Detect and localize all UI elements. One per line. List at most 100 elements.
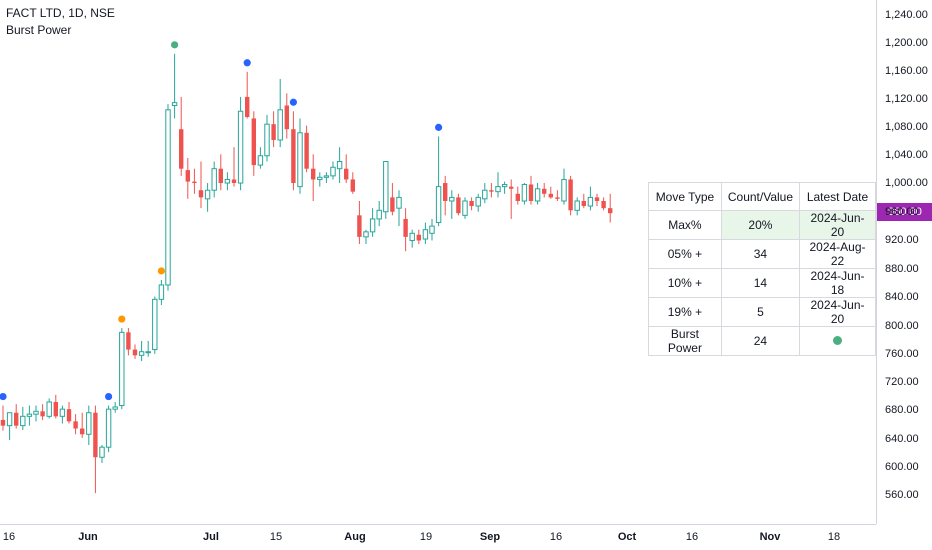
candle-body bbox=[145, 351, 151, 354]
candle-body bbox=[568, 179, 573, 211]
indicator-title[interactable]: Burst Power bbox=[6, 23, 72, 37]
row-date: 2024-Jun-20 bbox=[799, 297, 876, 327]
candle-body bbox=[330, 166, 336, 177]
time-tick-label: 19 bbox=[419, 531, 433, 543]
row-value: 34 bbox=[720, 239, 801, 269]
candle bbox=[132, 344, 138, 359]
price-tick-label: 1,080.00 bbox=[885, 121, 928, 133]
candle-body bbox=[291, 129, 296, 184]
row-date: 2024-Aug-22 bbox=[799, 239, 876, 269]
candle bbox=[66, 401, 72, 424]
candle-body bbox=[105, 408, 112, 448]
candle bbox=[20, 406, 26, 430]
time-scale[interactable]: 16 Jun Jul 15 Aug 19 Sep 16 Oct 16 Nov 18 bbox=[0, 524, 876, 550]
candle bbox=[528, 175, 534, 205]
candle-body bbox=[119, 331, 125, 407]
last-price-label: 960.80 bbox=[877, 203, 932, 221]
candle bbox=[363, 229, 369, 245]
candle-body bbox=[165, 109, 171, 286]
candle-body bbox=[192, 181, 197, 184]
candle-body bbox=[185, 170, 190, 182]
price-tick-label: 680.00 bbox=[885, 404, 919, 416]
candle bbox=[489, 183, 494, 198]
candle-body bbox=[369, 218, 376, 233]
candle bbox=[99, 445, 105, 463]
candle-body bbox=[435, 186, 442, 224]
candle bbox=[357, 200, 362, 245]
candle bbox=[403, 208, 408, 252]
candle-body bbox=[284, 105, 289, 130]
time-tick-label: Jul bbox=[203, 531, 219, 543]
candle bbox=[482, 183, 488, 204]
candle-body bbox=[6, 412, 13, 427]
candle-body bbox=[297, 132, 303, 188]
candle bbox=[165, 104, 171, 291]
candle-body bbox=[555, 197, 560, 199]
candle bbox=[561, 168, 567, 205]
candle bbox=[204, 183, 211, 212]
candle bbox=[93, 405, 98, 494]
status-dot-icon bbox=[833, 336, 842, 345]
candle bbox=[330, 161, 336, 180]
candle bbox=[495, 172, 501, 198]
candle-body bbox=[601, 200, 606, 209]
header-count-value: Count/Value bbox=[720, 182, 801, 211]
candle bbox=[158, 279, 165, 306]
candle-body bbox=[171, 102, 178, 107]
candle-body bbox=[561, 178, 567, 202]
candle bbox=[568, 175, 573, 216]
candle-body bbox=[59, 408, 66, 417]
candle bbox=[383, 161, 389, 219]
candle-body bbox=[462, 200, 468, 216]
candle-body bbox=[237, 110, 244, 184]
candle-body bbox=[40, 411, 45, 417]
signal-marker-blue bbox=[243, 59, 251, 67]
candle bbox=[323, 172, 330, 184]
candle-body bbox=[501, 183, 508, 188]
candle bbox=[53, 394, 58, 419]
time-tick-label: Oct bbox=[617, 531, 637, 543]
candle-body bbox=[46, 401, 52, 417]
time-tick-label: Nov bbox=[759, 531, 781, 543]
candle bbox=[264, 114, 270, 162]
row-label: 10% + bbox=[648, 268, 722, 298]
chart-legend: FACT LTD, 1D, NSE Burst Power bbox=[6, 5, 115, 39]
candle bbox=[515, 186, 520, 205]
candle bbox=[509, 179, 514, 219]
price-tick-label: 1,160.00 bbox=[885, 65, 928, 77]
header-latest-date: Latest Date bbox=[799, 182, 876, 211]
candle-body bbox=[311, 168, 316, 180]
price-tick-label: 640.00 bbox=[885, 433, 919, 445]
row-value: 5 bbox=[720, 297, 801, 327]
price-scale[interactable]: 960.80 1,240.00 1,200.00 1,160.00 1,120.00 1… bbox=[876, 0, 932, 524]
chart-pane[interactable]: FACT LTD, 1D, NSE Burst Power Move Type … bbox=[0, 0, 876, 524]
candle bbox=[251, 111, 256, 176]
symbol-title[interactable]: FACT LTD, 1D, NSE bbox=[6, 6, 115, 20]
candle bbox=[145, 340, 151, 357]
candle bbox=[409, 229, 415, 248]
row-value: 14 bbox=[720, 268, 801, 298]
candle-body bbox=[152, 298, 158, 351]
candle bbox=[429, 218, 435, 241]
time-tick-label: Aug bbox=[344, 531, 366, 543]
signal-marker-blue bbox=[0, 392, 7, 401]
candle bbox=[594, 193, 600, 207]
candle bbox=[601, 197, 606, 211]
candle bbox=[185, 157, 190, 199]
candle bbox=[224, 172, 231, 191]
price-tick-label: 760.00 bbox=[885, 348, 919, 360]
candle bbox=[171, 53, 178, 119]
candle bbox=[112, 401, 118, 413]
candle-body bbox=[204, 189, 211, 200]
row-label: Max% bbox=[648, 210, 722, 240]
candle-body bbox=[469, 200, 474, 207]
candle bbox=[317, 172, 323, 187]
time-tick-label: 16 bbox=[685, 531, 699, 543]
table-row: 10% + 14 2024-Jun-18 bbox=[648, 268, 876, 298]
candle bbox=[396, 190, 402, 227]
row-label: 19% + bbox=[648, 297, 722, 327]
candle bbox=[469, 197, 474, 211]
table-row: 05% + 34 2024-Aug-22 bbox=[648, 239, 876, 269]
candle bbox=[475, 193, 481, 212]
candle-body bbox=[271, 124, 276, 140]
